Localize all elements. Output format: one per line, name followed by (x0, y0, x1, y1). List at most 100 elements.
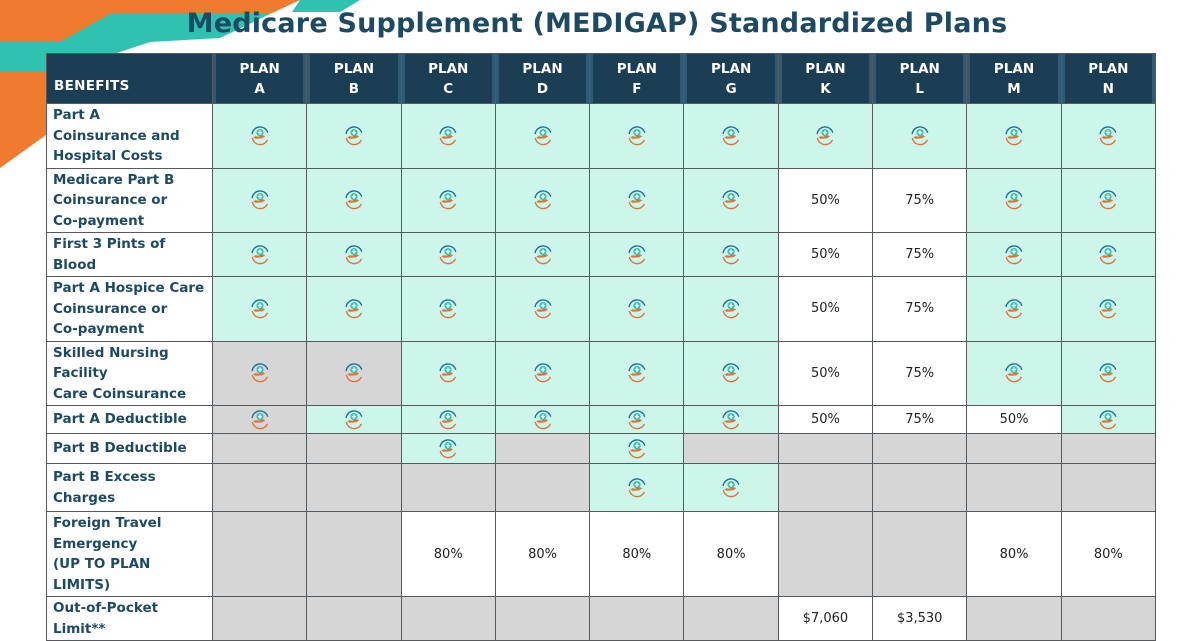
plan-letter: C (443, 80, 454, 97)
medical-care-hand-icon (531, 408, 555, 432)
medical-care-hand-icon (342, 243, 366, 267)
plan-cell (777, 463, 874, 512)
medical-care-hand-icon (1096, 297, 1120, 321)
plan-cell (400, 433, 496, 464)
plan-cell (400, 232, 496, 277)
plan-letter: F (632, 80, 642, 97)
plan-column-header: PLAN C (400, 53, 496, 104)
medical-care-hand-icon (436, 408, 460, 432)
plan-cell (1060, 463, 1156, 512)
benefit-label-line: Part A Deductible (53, 411, 187, 428)
medical-care-hand-icon (436, 437, 460, 461)
plan-cell: 80% (494, 511, 591, 597)
plan-cell (306, 276, 402, 342)
plan-cell: $3,530 (872, 596, 968, 641)
medical-care-hand-icon (436, 297, 460, 321)
plan-column-header: PLAN K (777, 53, 874, 104)
benefit-label-line: Part B Deductible (53, 440, 187, 457)
medical-care-hand-icon (1096, 188, 1120, 212)
medical-care-hand-icon (248, 297, 272, 321)
benefit-label-line: Co-payment (53, 321, 145, 337)
plan-cell (589, 463, 685, 512)
plan-cell (683, 340, 779, 406)
medical-care-hand-icon (248, 408, 272, 432)
plan-cell (872, 511, 968, 597)
plan-cell (494, 433, 591, 464)
benefit-label: Medicare Part B Coinsurance or Co-payment (46, 167, 213, 233)
table-row: Part B Deductible (46, 433, 1156, 464)
coverage-value: 50% (810, 192, 840, 208)
plan-word: PLAN (993, 60, 1035, 77)
benefit-label: Part B Excess Charges (46, 463, 213, 512)
plan-letter: A (254, 80, 265, 97)
medical-care-hand-icon (342, 361, 366, 385)
plan-word: PLAN (616, 60, 657, 77)
medical-care-hand-icon (342, 408, 366, 432)
benefit-label-line: Care Coinsurance (53, 385, 187, 402)
plan-cell (1060, 276, 1156, 342)
plan-cell (306, 167, 402, 233)
plan-cell (306, 405, 402, 434)
coverage-value: 80% (528, 546, 557, 562)
plan-cell (211, 433, 308, 464)
plan-cell (966, 276, 1062, 342)
medical-care-hand-icon (436, 243, 460, 267)
plan-letter: G (725, 80, 737, 97)
plan-cell (400, 340, 496, 406)
plan-cell (211, 596, 308, 641)
plan-letter: L (915, 80, 925, 97)
plan-cell: 50% (777, 405, 874, 434)
plan-cell (589, 167, 685, 233)
plan-cell (966, 463, 1062, 512)
plan-cell (1060, 405, 1156, 434)
coverage-value: 75% (905, 247, 935, 262)
benefit-label-line: Out-of-Pocket (53, 600, 159, 616)
plan-letter: K (820, 80, 831, 97)
plan-cell (683, 405, 779, 434)
benefit-label-line: Co-payment (53, 212, 145, 229)
plan-word: PLAN (711, 60, 752, 77)
benefit-label-line: Facility (53, 365, 108, 381)
coverage-value: 75% (905, 192, 935, 208)
plan-cell (683, 596, 779, 641)
plan-cell (400, 405, 496, 434)
table-row: Skilled Nursing Facility Care Coinsurance (46, 340, 1156, 406)
coverage-value: 50% (999, 412, 1029, 427)
benefit-label-line: Hospital Costs (53, 148, 163, 164)
medical-care-hand-icon (436, 188, 460, 212)
benefit-label: Part A Coinsurance and Hospital Costs (46, 103, 213, 169)
plan-cell (306, 340, 402, 406)
plan-cell: 75% (872, 405, 968, 434)
medical-care-hand-icon (248, 243, 272, 267)
plan-word: PLAN (899, 60, 940, 77)
plan-cell (589, 405, 685, 434)
medical-care-hand-icon (531, 124, 555, 148)
plan-word: PLAN (239, 60, 280, 77)
plan-letter: B (348, 80, 360, 97)
plan-cell: 80% (589, 511, 685, 597)
plan-cell (494, 276, 591, 342)
plan-cell (872, 463, 968, 512)
benefit-label-line: Coinsurance or (53, 192, 168, 208)
medical-care-hand-icon (719, 188, 743, 212)
plan-cell (306, 103, 402, 169)
plan-cell (400, 596, 496, 641)
plan-cell (211, 276, 308, 342)
benefit-label-line: Charges (53, 489, 116, 506)
medical-care-hand-icon (719, 361, 743, 385)
plan-cell: 80% (400, 511, 496, 597)
medical-care-hand-icon (1002, 297, 1026, 321)
plan-cell (966, 596, 1062, 641)
plan-cell (777, 103, 874, 169)
plan-cell (966, 433, 1062, 464)
plan-cell (306, 232, 402, 277)
medical-care-hand-icon (719, 243, 743, 267)
orange-stripe-shape (0, 0, 300, 120)
benefit-label-line: (UP TO PLAN LIMITS) (53, 556, 151, 593)
coverage-value: 80% (716, 546, 746, 562)
coverage-value: $7,060 (802, 611, 849, 626)
plan-letter: N (1102, 80, 1114, 97)
plan-letter: M (1007, 80, 1021, 97)
plan-cell (211, 340, 308, 406)
benefit-label-line: Coinsurance and (53, 127, 180, 144)
